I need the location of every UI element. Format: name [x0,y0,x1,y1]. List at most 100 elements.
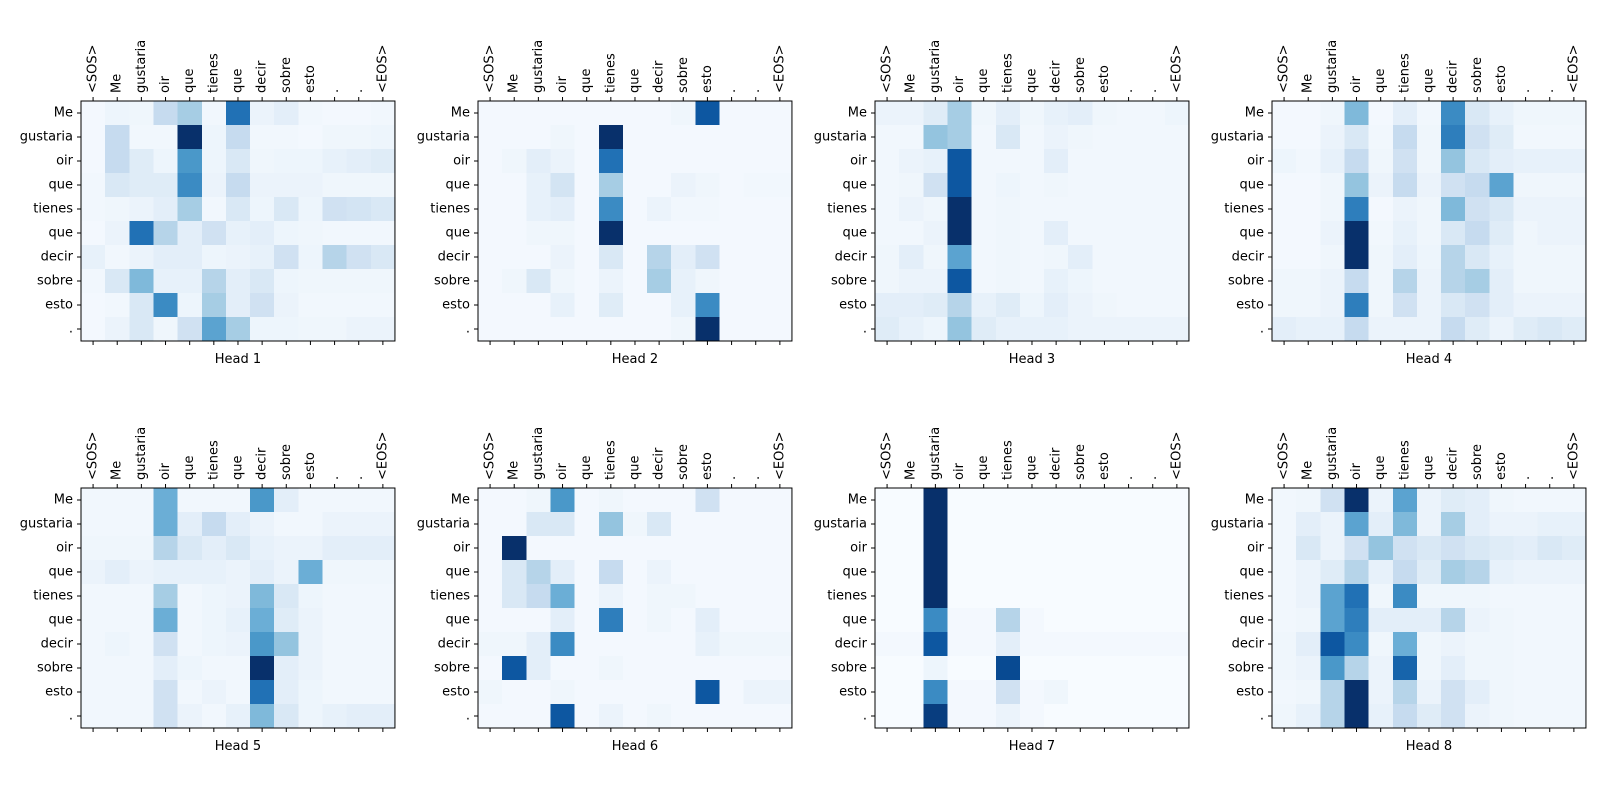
heatmap-panel: <SOS> Me gustaria oir que tienes que decir sobre… [814,40,1190,367]
heatmap-cell [1164,608,1190,633]
heatmap-cell [250,197,275,222]
heatmap-cell [1296,656,1321,681]
heatmap-cell [1116,125,1142,150]
x-tick-label: gustaria [531,427,546,480]
heatmap-cell [129,488,154,513]
heatmap-cell [1561,560,1587,585]
heatmap-cell [1140,656,1166,681]
heatmap-cell [671,584,696,609]
heatmap-cell [622,293,648,318]
heatmap-cell [250,221,275,246]
heatmap-cell [1068,560,1093,585]
x-tick-label: sobre [1073,444,1088,480]
heatmap-cell [478,704,503,729]
heatmap-cell [1068,197,1093,222]
heatmap-cell [177,221,203,246]
x-tick-label: esto [303,65,318,93]
y-tick-label: oir [850,154,868,169]
heatmap-cell [81,512,106,537]
y-tick-label: Me [451,106,470,121]
heatmap-cell [550,173,575,198]
heatmap-cell [1164,560,1190,585]
y-tick-label: que [1240,613,1265,628]
heatmap-cell [201,488,227,513]
heatmap-cell [526,317,551,342]
heatmap-cell [622,245,648,270]
y-tick-label: decir [41,637,74,652]
heatmap-cell [526,245,551,270]
y-tick-label: sobre [831,274,867,289]
x-tick-label: esto [1097,452,1112,480]
heatmap-cell [1344,149,1369,174]
heatmap-cell [767,317,793,342]
heatmap-cell [1092,512,1117,537]
x-tick-label: sobre [1470,444,1485,480]
heatmap-cell [1537,101,1563,126]
heatmap-cell [947,512,972,537]
heatmap-cell [971,173,997,198]
heatmap-cell [899,101,924,126]
heatmap-cell [923,680,948,705]
heatmap-cell [1092,197,1117,222]
y-tick-label: sobre [1228,274,1264,289]
heatmap-cell [1368,512,1394,537]
heatmap-cell [875,173,900,198]
heatmap-cell [1537,488,1563,513]
heatmap-cell [1140,608,1166,633]
heatmap-cell [767,584,793,609]
y-tick-label: . [863,322,867,337]
heatmap-cell [971,656,997,681]
heatmap-cell [971,293,997,318]
heatmap-cell [875,269,900,294]
heatmap-cell [647,197,672,222]
heatmap-cell [1320,221,1345,246]
heatmap-cell [1019,293,1045,318]
heatmap-cell [1368,656,1394,681]
heatmap-cell [1441,269,1466,294]
heatmap-cell [1164,293,1190,318]
x-tick-label: oir [555,462,570,480]
x-tick-label: que [976,69,991,94]
heatmap-cell [1296,608,1321,633]
heatmap-cell [298,488,323,513]
heatmap-cell [1368,173,1394,198]
heatmap-cell [1537,704,1563,729]
x-tick-label: . [1542,89,1557,93]
heatmap-panel: <SOS> Me gustaria oir que tienes que decir sobre… [1211,427,1587,754]
heatmap-cell [1272,149,1297,174]
heatmap-cell [298,608,323,633]
heatmap-cell [1320,125,1345,150]
heatmap-cell [1441,680,1466,705]
heatmap-cell [1392,536,1418,561]
heatmap-title: Head 8 [1406,739,1452,754]
heatmap-cell [1344,173,1369,198]
heatmap-cell [971,512,997,537]
heatmap-cell [1416,125,1442,150]
heatmap-cell [622,101,648,126]
heatmap-cell [478,317,503,342]
heatmap-cell [105,269,130,294]
heatmap-cell [622,584,648,609]
heatmap-cell [1537,608,1563,633]
x-tick-label: gustaria [531,40,546,93]
heatmap-cell [225,704,251,729]
heatmap-cell [671,656,696,681]
heatmap-cell [1272,269,1297,294]
heatmap-cell [995,245,1021,270]
heatmap-cell [1561,512,1587,537]
heatmap-cell [550,197,575,222]
x-tick-label: <EOS> [772,432,787,480]
heatmap-cell [995,173,1021,198]
x-tick-label: . [748,89,763,93]
heatmap-cell [201,560,227,585]
heatmap-cell [370,608,396,633]
heatmap-cell [1092,536,1117,561]
heatmap-cell [1164,488,1190,513]
heatmap-cell [1344,608,1369,633]
heatmap-cell [1489,221,1514,246]
heatmap-cell [647,584,672,609]
heatmap-cell [129,560,154,585]
heatmap-cell [81,197,106,222]
heatmap-cell [971,149,997,174]
x-tick-label: que [182,456,197,481]
